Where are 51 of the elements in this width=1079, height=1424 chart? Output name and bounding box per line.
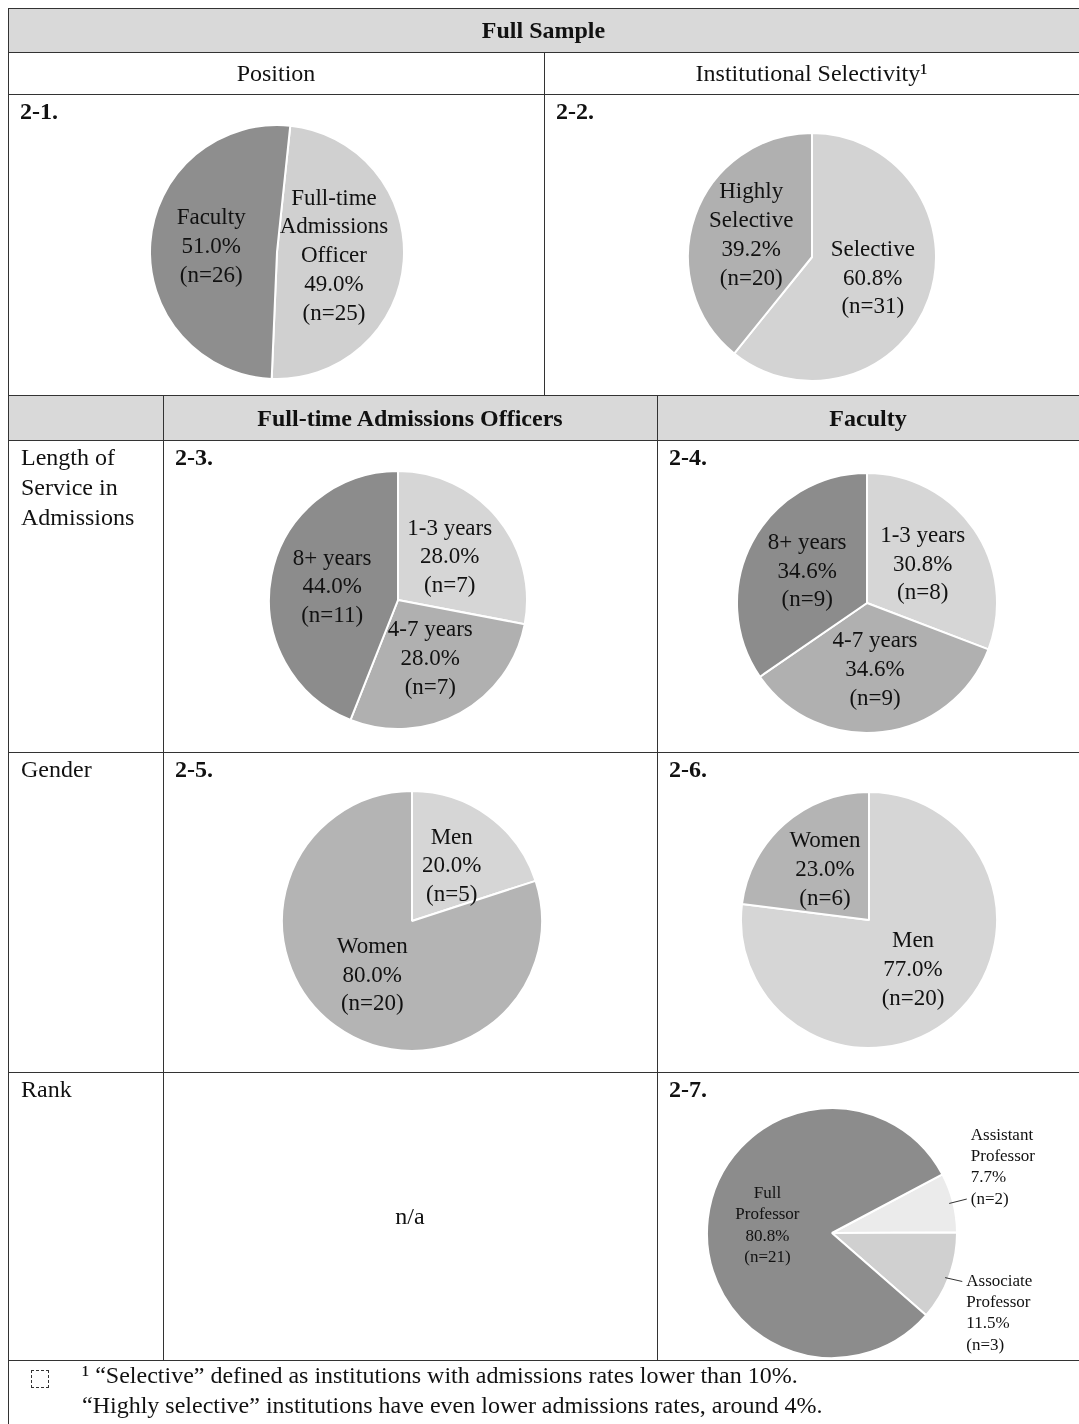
slice-label: Highly Selective [709, 178, 794, 233]
text: ¹ “Selective” defined as institutions with admissions rates lower than 10%. “Highly selective” institutions have even lower admissions rates, around 4%. [8, 1360, 1079, 1424]
chart-title: 2-3. [174, 443, 214, 472]
slice-label: 4-7 years [387, 616, 473, 642]
slice-label: 8+ years [767, 528, 847, 554]
text: n/a [394, 1202, 426, 1231]
slice-label: Women [789, 827, 861, 853]
data-label: 80.8% (n=21) [744, 1225, 791, 1266]
data-label: 23.0% (n=6) [795, 856, 855, 910]
chart-subtitle: Faculty [657, 395, 1079, 440]
slice-label: Full-time Admissions Officer [279, 184, 389, 268]
chart-subtitle: Institutional Selectivity¹ [694, 59, 929, 88]
data-label: 60.8% (n=31) [841, 264, 905, 319]
slice-label: Faculty [176, 204, 247, 230]
slice-label: Men [430, 823, 474, 849]
text: Full Sample [8, 8, 1079, 52]
text: Rank [8, 1072, 163, 1360]
data-label: 7.7% (n=2) [970, 1167, 1009, 1208]
data-label: 11.5% (n=3) [966, 1313, 1010, 1354]
data-label: 20.0% (n=5) [422, 852, 482, 907]
chart-title: 2-2. [555, 97, 595, 126]
text: Length of Service in Admissions [8, 440, 163, 752]
data-label: 28.0% (n=7) [400, 644, 461, 699]
slice-label: Women [336, 932, 409, 958]
chart-title: 2-7. [668, 1075, 708, 1104]
data-label: 44.0% (n=11) [301, 573, 364, 628]
data-label: 39.2% (n=20) [719, 235, 783, 290]
chart-title: 2-4. [668, 443, 708, 472]
slice-label: Associate Professor [966, 1270, 1033, 1312]
slice-label: Selective [830, 235, 915, 261]
text: Gender [8, 752, 163, 1072]
data-label: 80.0% (n=20) [340, 961, 404, 1016]
chart-title: 2-1. [19, 97, 59, 126]
chart-subtitle: Full-time Admissions Officers [163, 395, 657, 440]
chart-title: 2-5. [174, 755, 214, 784]
slice-label: Full Professor [735, 1183, 800, 1224]
data-label: 34.6% (n=9) [845, 656, 905, 710]
slice-label: Men [891, 927, 935, 953]
data-label: 77.0% (n=20) [881, 955, 945, 1010]
data-label: 34.6% (n=9) [777, 557, 837, 612]
data-label: 28.0% (n=7) [419, 543, 480, 598]
slice-label: 1-3 years [880, 521, 966, 547]
data-label: 51.0% (n=26) [179, 233, 243, 287]
slice-label: 8+ years [292, 544, 372, 570]
chart-title: 2-6. [668, 755, 708, 784]
data-label: 49.0% (n=25) [302, 270, 366, 325]
slice-label: 4-7 years [832, 627, 918, 653]
chart-subtitle: Position [8, 52, 544, 94]
slice-label: 1-3 years [407, 514, 493, 540]
data-label: 30.8% (n=8) [892, 550, 953, 605]
slice-label: Assistant Professor [970, 1124, 1036, 1166]
